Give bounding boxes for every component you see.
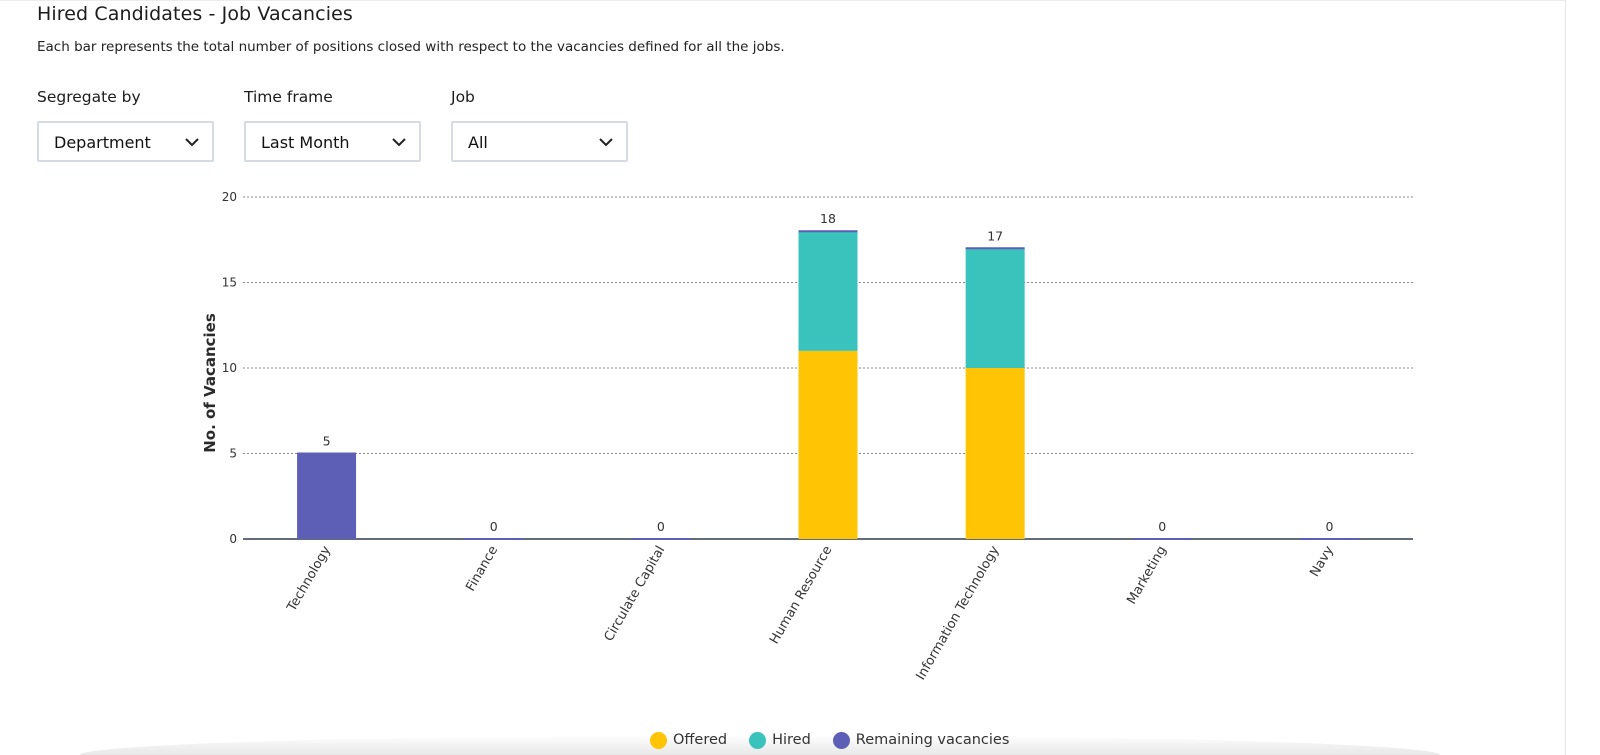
chevron-down-icon <box>599 138 613 147</box>
chart-description: Each bar represents the total number of … <box>37 39 785 55</box>
y-tick-label: 20 <box>222 190 237 204</box>
y-axis-label: No. of Vacancies <box>201 313 219 453</box>
y-tick-label: 15 <box>222 276 237 290</box>
x-tick-label: Marketing <box>1124 544 1169 608</box>
bar-total-label: 17 <box>987 228 1003 243</box>
legend-dot-offered <box>650 731 667 749</box>
y-tick-label: 0 <box>229 532 237 546</box>
bar-segment-hired <box>798 231 858 351</box>
segregate-by-label: Segregate by <box>37 88 141 106</box>
bar-total-label: 0 <box>490 519 498 534</box>
time-frame-value: Last Month <box>261 133 350 152</box>
bar-segment-hired <box>965 248 1025 368</box>
time-frame-select[interactable]: Last Month <box>244 121 421 162</box>
bar-segment-remaining-vacancies <box>297 453 357 539</box>
legend-label-offered: Offered <box>673 732 728 748</box>
segregate-by-value: Department <box>54 133 151 152</box>
legend-label-remaining: Remaining vacancies <box>855 732 1010 748</box>
job-value: All <box>468 133 488 152</box>
legend-dot-hired <box>749 731 767 749</box>
segregate-by-select[interactable]: Department <box>37 121 214 162</box>
chevron-down-icon <box>392 138 406 147</box>
bar-total-label: 0 <box>1325 519 1333 534</box>
y-tick-label: 10 <box>222 361 237 375</box>
time-frame-label: Time frame <box>244 88 333 106</box>
x-tick-label: Circulate Capital <box>602 544 669 645</box>
bar-total-label: 5 <box>323 434 331 449</box>
legend-label-hired: Hired <box>772 732 811 748</box>
x-tick-label: Technology <box>284 543 334 615</box>
job-label: Job <box>451 88 475 106</box>
right-panel-edge <box>1565 0 1600 755</box>
legend-item-hired[interactable]: Hired <box>749 731 811 749</box>
x-tick-label: Navy <box>1307 543 1337 579</box>
job-select[interactable]: All <box>451 121 628 162</box>
bar-total-label: 0 <box>1158 519 1166 534</box>
bar-segment-offered <box>965 368 1025 539</box>
y-tick-label: 5 <box>229 447 237 461</box>
legend-item-offered[interactable]: Offered <box>650 731 728 749</box>
legend-item-remaining[interactable]: Remaining vacancies <box>832 731 1010 749</box>
vacancies-bar-chart: 0 5 10 15 20 No. of Vacancies 5 Technology 0 Fina… <box>201 190 1413 683</box>
x-tick-label: Information Technology <box>914 543 1003 683</box>
legend-dot-remaining <box>832 731 850 749</box>
chart-legend: Offered Hired Remaining vacancies <box>650 730 1031 750</box>
bar-segment-offered <box>798 350 858 539</box>
bar-total-label: 0 <box>657 519 665 534</box>
page-title: Hired Candidates - Job Vacancies <box>37 3 353 25</box>
x-tick-label: Finance <box>463 543 501 594</box>
bar-total-label: 18 <box>820 211 836 226</box>
x-tick-label: Human Resource <box>767 544 835 647</box>
chevron-down-icon <box>185 138 199 147</box>
